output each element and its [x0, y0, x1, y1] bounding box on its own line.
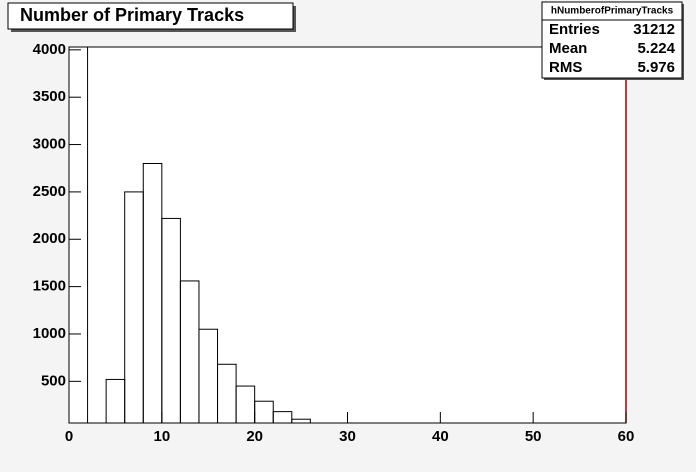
- bar: [291, 418, 311, 423]
- y-tick-label: 3500: [33, 88, 66, 105]
- x-tick-label: 0: [65, 428, 73, 445]
- y-tick-label: 3000: [33, 136, 66, 153]
- stats-label: Mean: [549, 40, 587, 57]
- x-tick-label: 40: [432, 428, 449, 445]
- x-tick-label: 20: [246, 428, 263, 445]
- x-tick-label: 50: [525, 428, 542, 445]
- chart-title: Number of Primary Tracks: [20, 5, 244, 25]
- stats-value: 5.224: [637, 40, 675, 57]
- stats-title: hNumberofPrimaryTracks: [551, 6, 674, 17]
- y-tick-label: 1500: [33, 278, 66, 295]
- stats-rows: Entries 31212 Mean 5.224 RMS 5.976: [549, 21, 676, 76]
- frame: [68, 46, 627, 424]
- y-tick-label: 500: [41, 372, 66, 389]
- x-tick-label: 30: [339, 428, 356, 445]
- stats-label: Entries: [549, 21, 600, 38]
- y-tick-label: 4000: [33, 41, 66, 58]
- stats-label: RMS: [549, 59, 582, 76]
- y-tick-label: 2500: [33, 183, 66, 200]
- x-tick-label: 10: [153, 428, 170, 445]
- stats-value: 31212: [633, 21, 675, 38]
- title-box: [7, 2, 294, 30]
- histogram: [69, 47, 311, 423]
- x-tick-label: 60: [618, 428, 635, 445]
- stats-value: 5.976: [637, 59, 675, 76]
- y-tick-label: 2000: [33, 230, 66, 247]
- stats-box: [541, 1, 683, 79]
- bar: [272, 411, 293, 423]
- y-tick-label: 1000: [33, 325, 66, 342]
